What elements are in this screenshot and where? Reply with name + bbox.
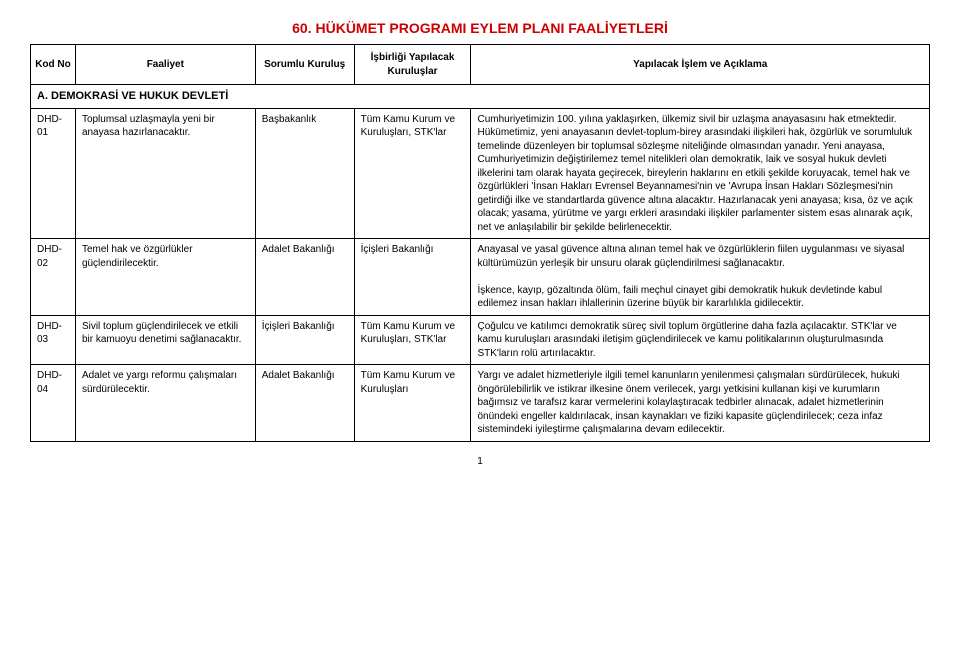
cell-kod: DHD-01 [31, 108, 76, 239]
header-isbirligi: İşbirliği Yapılacak Kuruluşlar [354, 45, 471, 85]
cell-sorumlu: Adalet Bakanlığı [255, 239, 354, 316]
cell-isbirligi: Tüm Kamu Kurum ve Kuruluşları, STK'lar [354, 108, 471, 239]
cell-kod: DHD-04 [31, 365, 76, 442]
cell-aciklama: Yargı ve adalet hizmetleriyle ilgili tem… [471, 365, 930, 442]
cell-kod: DHD-02 [31, 239, 76, 316]
header-kod: Kod No [31, 45, 76, 85]
cell-sorumlu: Başbakanlık [255, 108, 354, 239]
action-plan-table: Kod No Faaliyet Sorumlu Kuruluş İşbirliğ… [30, 44, 930, 442]
cell-sorumlu: İçişleri Bakanlığı [255, 315, 354, 365]
table-header-row: Kod No Faaliyet Sorumlu Kuruluş İşbirliğ… [31, 45, 930, 85]
cell-aciklama: Cumhuriyetimizin 100. yılına yaklaşırken… [471, 108, 930, 239]
section-row: A. DEMOKRASİ VE HUKUK DEVLETİ [31, 85, 930, 109]
table-row: DHD-02 Temel hak ve özgürlükler güçlendi… [31, 239, 930, 316]
header-aciklama: Yapılacak İşlem ve Açıklama [471, 45, 930, 85]
table-row: DHD-01 Toplumsal uzlaşmayla yeni bir ana… [31, 108, 930, 239]
cell-faaliyet: Sivil toplum güçlendirilecek ve etkili b… [75, 315, 255, 365]
cell-faaliyet: Toplumsal uzlaşmayla yeni bir anayasa ha… [75, 108, 255, 239]
document-title: 60. HÜKÜMET PROGRAMI EYLEM PLANI FAALİYE… [30, 20, 930, 36]
cell-isbirligi: Tüm Kamu Kurum ve Kuruluşları [354, 365, 471, 442]
cell-kod: DHD-03 [31, 315, 76, 365]
cell-isbirligi: Tüm Kamu Kurum ve Kuruluşları, STK'lar [354, 315, 471, 365]
cell-faaliyet: Temel hak ve özgürlükler güçlendirilecek… [75, 239, 255, 316]
cell-aciklama: Çoğulcu ve katılımcı demokratik süreç si… [471, 315, 930, 365]
header-faaliyet: Faaliyet [75, 45, 255, 85]
table-row: DHD-03 Sivil toplum güçlendirilecek ve e… [31, 315, 930, 365]
cell-faaliyet: Adalet ve yargı reformu çalışmaları sürd… [75, 365, 255, 442]
page-number: 1 [30, 456, 930, 467]
cell-isbirligi: İçişleri Bakanlığı [354, 239, 471, 316]
table-row: DHD-04 Adalet ve yargı reformu çalışmala… [31, 365, 930, 442]
section-title: A. DEMOKRASİ VE HUKUK DEVLETİ [31, 85, 930, 109]
cell-aciklama: Anayasal ve yasal güvence altına alınan … [471, 239, 930, 316]
cell-sorumlu: Adalet Bakanlığı [255, 365, 354, 442]
header-sorumlu: Sorumlu Kuruluş [255, 45, 354, 85]
